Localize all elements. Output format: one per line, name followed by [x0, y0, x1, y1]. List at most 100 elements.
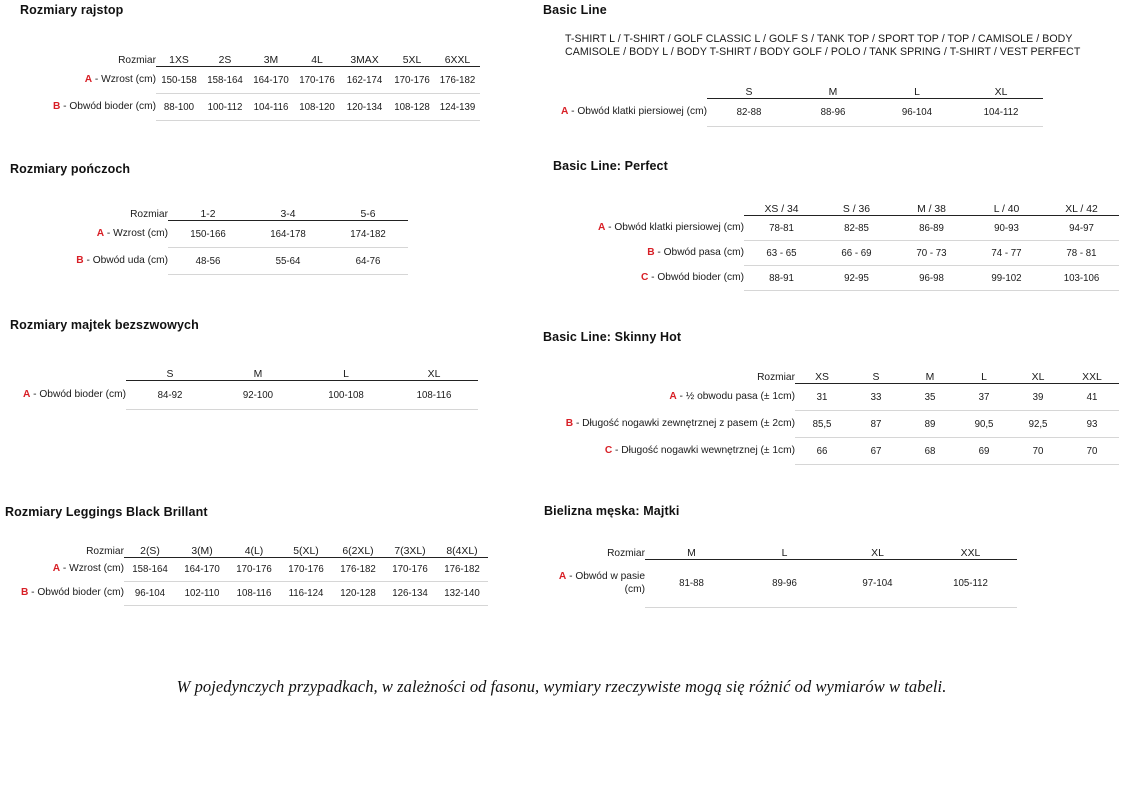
table-cell: 89 [903, 410, 957, 438]
table-cell: 150-166 [168, 220, 248, 248]
table-basic-line-skinny-hot: Rozmiar XS S M L XL XXL A - ½ obwodu pas… [543, 372, 1119, 465]
table-cell: 31 [795, 383, 849, 411]
row-letter: A [52, 563, 61, 575]
column-header: 3-4 [248, 209, 328, 221]
column-header: XL [959, 87, 1043, 99]
size-header-label: Rozmiar [130, 209, 168, 221]
column-header: 7(3XL) [384, 546, 436, 558]
table-cell: 94-97 [1044, 215, 1119, 241]
table-cell: 96-98 [894, 265, 969, 291]
table-cell: 33 [849, 383, 903, 411]
table-cell: 70 [1065, 437, 1119, 465]
row-letter: C [604, 444, 613, 456]
row-letter: A [96, 227, 105, 239]
row-label: B - Obwód pasa (cm) [558, 241, 744, 266]
column-header: XXL [1065, 372, 1119, 384]
table-cell: 100-112 [202, 93, 248, 121]
section-title-stockings: Rozmiary pończoch [10, 162, 131, 176]
table-header-row: Rozmiar 2(S) 3(M) 4(L) 5(XL) 6(2XL) 7(3X… [8, 546, 488, 558]
column-header: 5(XL) [280, 546, 332, 558]
column-header: 6(2XL) [332, 546, 384, 558]
table-row: A - Wzrost (cm) 150-158 158-164 164-170 … [28, 66, 480, 94]
table-cell: 170-176 [384, 557, 436, 582]
column-header: S [849, 372, 903, 384]
section-basic-line-perfect: Basic Line: Perfect [553, 159, 668, 173]
column-header: M / 38 [894, 204, 969, 216]
column-header: L [957, 372, 1011, 384]
column-header: XL [1011, 372, 1065, 384]
table-cell: 78-81 [744, 215, 819, 241]
row-label: B - Długość nogawki zewnętrznej z pasem … [543, 411, 795, 438]
column-header: 3M [248, 55, 294, 67]
table-header-row: S M L XL [8, 369, 478, 381]
table-header-row: XS / 34 S / 36 M / 38 L / 40 XL / 42 [558, 204, 1119, 216]
table-stockings-wrap: Rozmiar 1-2 3-4 5-6 A - Wzrost (cm) 150-… [28, 209, 408, 275]
table-cell: 70 [1011, 437, 1065, 465]
column-header: 1-2 [168, 209, 248, 221]
table-basic-line-perfect-wrap: XS / 34 S / 36 M / 38 L / 40 XL / 42 A -… [558, 204, 1119, 291]
row-label: C - Długość nogawki wewnętrznej (± 1cm) [543, 438, 795, 465]
column-header: XXL [924, 548, 1017, 560]
table-cell: 102-110 [176, 581, 228, 606]
table-cell: 120-134 [340, 93, 389, 121]
table-cell: 81-88 [645, 559, 738, 608]
table-cell: 48-56 [168, 247, 248, 275]
row-label: A - Obwód klatki piersiowej (cm) [558, 216, 744, 241]
table-row: B - Obwód bioder (cm) 96-104 102-110 108… [8, 581, 488, 606]
table-basic-line-skinny-hot-wrap: Rozmiar XS S M L XL XXL A - ½ obwodu pas… [543, 372, 1119, 465]
row-label: A - Obwód w pasie (cm) [544, 560, 645, 608]
row-label-text: - Wzrost (cm) [92, 73, 156, 85]
column-header: 4L [294, 55, 340, 67]
section-tights: Rozmiary rajstop [20, 3, 123, 17]
row-label-text: - Obwód klatki piersiowej (cm) [568, 106, 707, 118]
table-cell: 64-76 [328, 247, 408, 275]
row-label-text: - Obwód klatki piersiowej (cm) [605, 221, 744, 233]
basic-line-description: T-SHIRT L / T-SHIRT / GOLF CLASSIC L / G… [565, 33, 1121, 59]
column-header: 2(S) [124, 546, 176, 558]
table-cell: 164-170 [248, 66, 294, 94]
column-header: XL [831, 548, 924, 560]
column-header: XS [795, 372, 849, 384]
table-cell: 132-140 [436, 581, 488, 606]
row-letter: A [558, 571, 567, 583]
table-header-row: Rozmiar 1XS 2S 3M 4L 3MAX 5XL 6XXL [28, 55, 480, 67]
row-label: A - ½ obwodu pasa (± 1cm) [543, 384, 795, 411]
table-cell: 85,5 [795, 410, 849, 438]
row-label-text: - Obwód bioder (cm) [28, 587, 124, 599]
table-cell: 108-116 [390, 380, 478, 410]
column-header: M [791, 87, 875, 99]
table-seamless-panties: S M L XL A - Obwód bioder (cm) 84-92 92-… [8, 369, 478, 410]
size-header-label [558, 204, 744, 216]
table-cell: 35 [903, 383, 957, 411]
table-cell: 105-112 [924, 559, 1017, 608]
row-label-text: - Długość nogawki zewnętrznej z pasem (±… [573, 417, 795, 429]
column-header: 3(M) [176, 546, 228, 558]
row-letter: B [565, 417, 574, 429]
right-column: Basic Line T-SHIRT L / T-SHIRT / GOLF CL… [540, 0, 1123, 660]
table-cell: 96-104 [124, 581, 176, 606]
row-label-text: - Obwód pasa (cm) [654, 246, 744, 258]
table-row: A - Obwód bioder (cm) 84-92 92-100 100-1… [8, 380, 478, 410]
table-cell: 164-178 [248, 220, 328, 248]
row-label: A - Wzrost (cm) [28, 221, 168, 248]
column-header: L [302, 369, 390, 381]
column-header: 5XL [389, 55, 435, 67]
row-label-text: - Obwód bioder (cm) [60, 100, 156, 112]
table-cell: 120-128 [332, 581, 384, 606]
size-header-label [8, 369, 126, 381]
size-header-label: Rozmiar [118, 55, 156, 67]
table-cell: 104-112 [959, 98, 1043, 127]
size-header-label: Rozmiar [757, 372, 795, 384]
section-title-mens-underwear: Bielizna męska: Majtki [544, 504, 680, 518]
table-cell: 90,5 [957, 410, 1011, 438]
row-label-text: - Wzrost (cm) [60, 563, 124, 575]
column-header: 6XXL [435, 55, 480, 67]
table-header-row: Rozmiar XS S M L XL XXL [543, 372, 1119, 384]
table-cell: 88-100 [156, 93, 202, 121]
table-cell: 82-85 [819, 215, 894, 241]
section-title-basic-line-skinny-hot: Basic Line: Skinny Hot [543, 330, 682, 344]
table-cell: 78 - 81 [1044, 240, 1119, 266]
table-row: A - ½ obwodu pasa (± 1cm) 31 33 35 37 39… [543, 383, 1119, 411]
column-header: M [903, 372, 957, 384]
